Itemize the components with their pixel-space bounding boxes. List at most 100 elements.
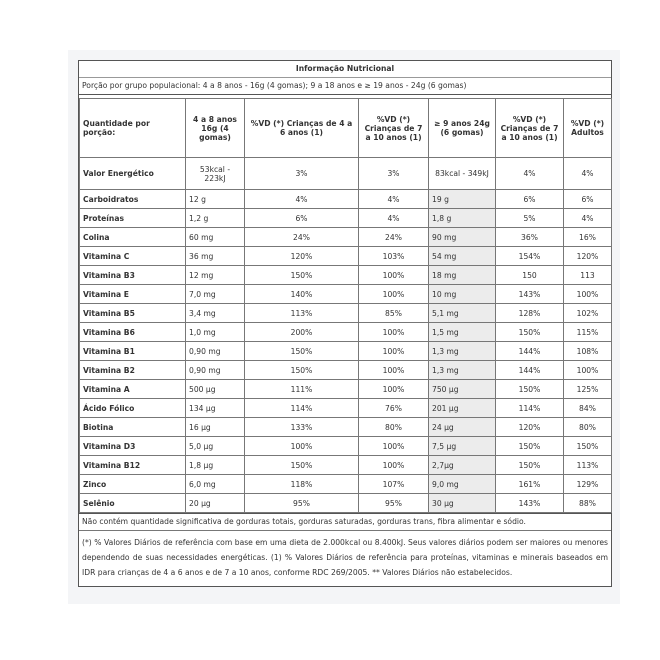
value-cell: 140% (244, 284, 359, 304)
value-cell: 150% (244, 455, 359, 475)
header-cell: %VD (*) Crianças de 4 a 6 anos (1) (244, 98, 359, 158)
table-row: Vitamina B2 0,90 mg 150% 100% 1,3 mg 144% 100% (79, 360, 612, 380)
portion-info: Porção por grupo populacional: 4 a 8 ano… (79, 78, 611, 95)
value-cell: 144% (495, 360, 564, 380)
value-cell: 7,5 µg (428, 436, 496, 456)
value-cell: 6% (563, 189, 612, 209)
value-cell: 100% (358, 455, 429, 475)
table-row: Selênio 20 µg 95% 95% 30 µg 143% 88% (79, 493, 612, 513)
value-cell: 3% (244, 157, 359, 190)
value-cell: 100% (563, 284, 612, 304)
value-cell: 76% (358, 398, 429, 418)
value-cell: 4% (244, 189, 359, 209)
value-cell: 1,5 mg (428, 322, 496, 342)
value-cell: 0,90 mg (185, 341, 245, 361)
nutrient-name: Carboidratos (79, 189, 186, 209)
value-cell: 90 mg (428, 227, 496, 247)
value-cell: 88% (563, 493, 612, 513)
table-row: Vitamina A 500 µg 111% 100% 750 µg 150% 125% (79, 379, 612, 399)
value-cell: 154% (495, 246, 564, 266)
value-cell: 4% (358, 208, 429, 228)
table-row: Vitamina B12 1,8 µg 150% 100% 2,7µg 150% 113% (79, 455, 612, 475)
value-cell: 113 (563, 265, 612, 285)
header-cell: Quantidade por porção: (79, 98, 186, 158)
value-cell: 53kcal - 223kJ (185, 157, 245, 190)
value-cell: 12 mg (185, 265, 245, 285)
value-cell: 10 mg (428, 284, 496, 304)
value-cell: 6% (495, 189, 564, 209)
value-cell: 2,7µg (428, 455, 496, 475)
value-cell: 150% (495, 322, 564, 342)
value-cell: 16% (563, 227, 612, 247)
value-cell: 5,1 mg (428, 303, 496, 323)
value-cell: 108% (563, 341, 612, 361)
value-cell: 5% (495, 208, 564, 228)
value-cell: 83kcal - 349kJ (428, 157, 496, 190)
value-cell: 24% (358, 227, 429, 247)
nutrient-name: Vitamina B3 (79, 265, 186, 285)
value-cell: 150% (244, 341, 359, 361)
value-cell: 150% (495, 379, 564, 399)
value-cell: 100% (358, 360, 429, 380)
value-cell: 85% (358, 303, 429, 323)
value-cell: 120% (563, 246, 612, 266)
value-cell: 133% (244, 417, 359, 437)
nutrient-name: Vitamina B12 (79, 455, 186, 475)
nutrient-name: Selênio (79, 493, 186, 513)
value-cell: 12 g (185, 189, 245, 209)
value-cell: 3,4 mg (185, 303, 245, 323)
value-cell: 80% (563, 417, 612, 437)
value-cell: 19 g (428, 189, 496, 209)
value-cell: 24% (244, 227, 359, 247)
value-cell: 134 µg (185, 398, 245, 418)
nutrient-name: Vitamina B6 (79, 322, 186, 342)
value-cell: 100% (358, 322, 429, 342)
header-row: Quantidade por porção: 4 a 8 anos 16g (4 … (79, 98, 612, 158)
header-cell: %VD (*) Adultos (563, 98, 612, 158)
value-cell: 115% (563, 322, 612, 342)
value-cell: 118% (244, 474, 359, 494)
value-cell: 125% (563, 379, 612, 399)
nutrient-name: Proteínas (79, 208, 186, 228)
value-cell: 84% (563, 398, 612, 418)
value-cell: 24 µg (428, 417, 496, 437)
header-cell: ≥ 9 anos 24g (6 gomas) (428, 98, 496, 158)
value-cell: 120% (495, 417, 564, 437)
nutrient-name: Vitamina B1 (79, 341, 186, 361)
value-cell: 4% (563, 208, 612, 228)
table-row: Biotina 16 µg 133% 80% 24 µg 120% 80% (79, 417, 612, 437)
value-cell: 1,8 µg (185, 455, 245, 475)
value-cell: 120% (244, 246, 359, 266)
table-row: Vitamina B5 3,4 mg 113% 85% 5,1 mg 128% 102% (79, 303, 612, 323)
table-row: Carboidratos 12 g 4% 4% 19 g 6% 6% (79, 189, 612, 209)
header-cell: %VD (*) Crianças de 7 a 10 anos (1) (358, 98, 429, 158)
nutrient-name: Biotina (79, 417, 186, 437)
table-row: Vitamina B1 0,90 mg 150% 100% 1,3 mg 144% 108% (79, 341, 612, 361)
value-cell: 95% (358, 493, 429, 513)
value-cell: 143% (495, 493, 564, 513)
value-cell: 150% (495, 455, 564, 475)
nutrient-name: Vitamina A (79, 379, 186, 399)
table-row: Valor Energético 53kcal - 223kJ 3% 3% 83kcal… (79, 157, 612, 190)
footer-references: (*) % Valores Diários de referência com … (79, 530, 611, 586)
table-row: Colina 60 mg 24% 24% 90 mg 36% 16% (79, 227, 612, 247)
value-cell: 113% (244, 303, 359, 323)
value-cell: 100% (358, 284, 429, 304)
value-cell: 4% (495, 157, 564, 190)
value-cell: 100% (244, 436, 359, 456)
value-cell: 500 µg (185, 379, 245, 399)
nutrient-name: Vitamina C (79, 246, 186, 266)
value-cell: 1,3 mg (428, 360, 496, 380)
value-cell: 113% (563, 455, 612, 475)
value-cell: 114% (495, 398, 564, 418)
nutrient-name: Vitamina E (79, 284, 186, 304)
value-cell: 201 µg (428, 398, 496, 418)
nutrition-panel: Informação Nutricional Porção por grupo … (78, 60, 612, 587)
table-row: Vitamina D3 5,0 µg 100% 100% 7,5 µg 150% 150% (79, 436, 612, 456)
value-cell: 750 µg (428, 379, 496, 399)
value-cell: 200% (244, 322, 359, 342)
table-row: Proteínas 1,2 g 6% 4% 1,8 g 5% 4% (79, 208, 612, 228)
value-cell: 36 mg (185, 246, 245, 266)
value-cell: 1,0 mg (185, 322, 245, 342)
